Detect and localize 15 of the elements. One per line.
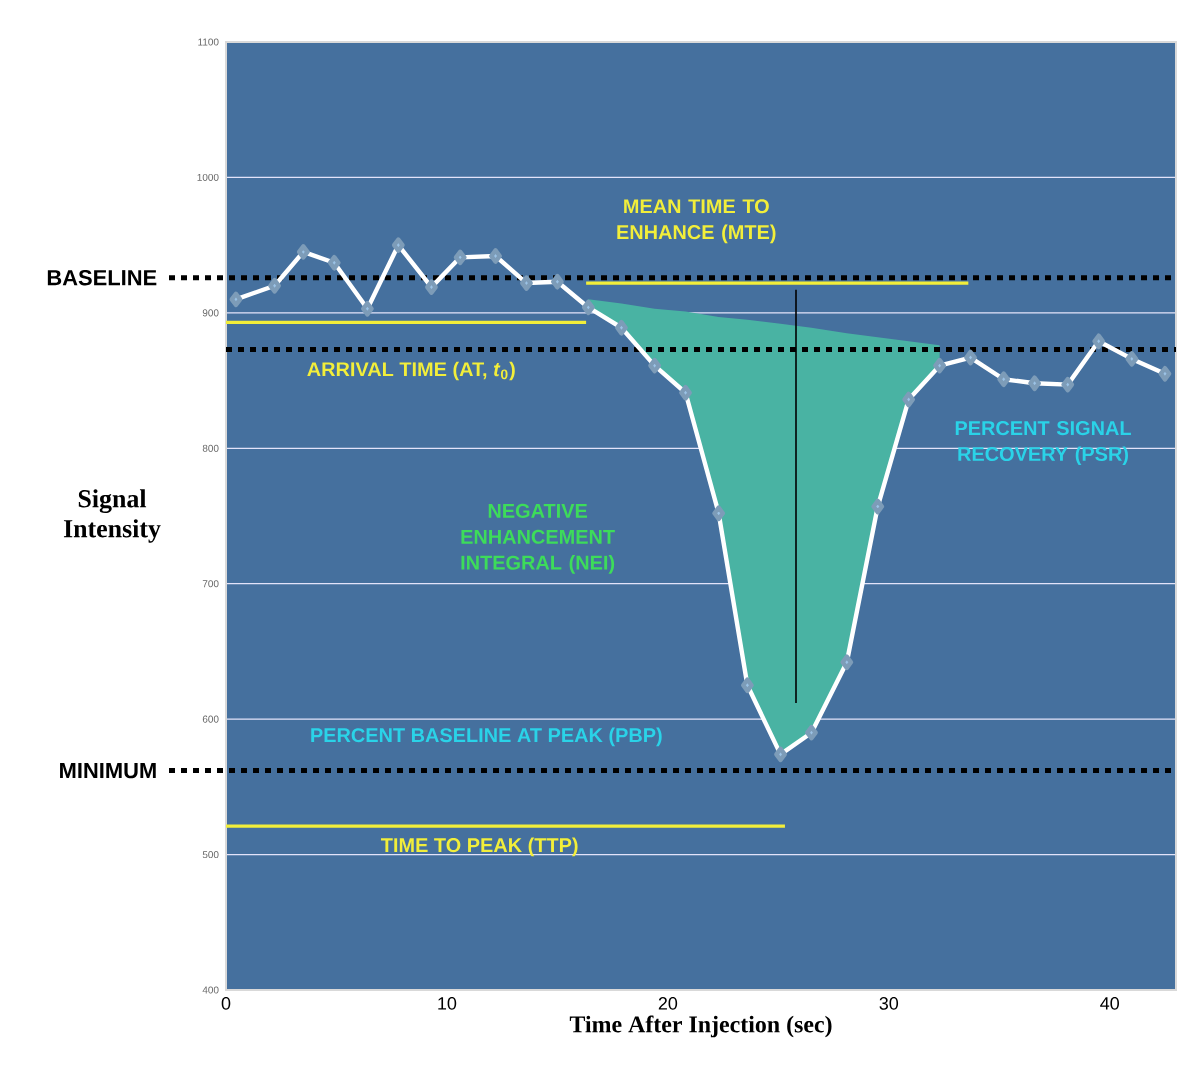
annotation: TIME TO PEAK (TTP) [380,837,578,857]
x-tick-label: 30 [879,997,899,1010]
annotation: PERCENT SIGNAL RECOVERY (PSR) [955,421,1131,465]
x-tick-label: 40 [1100,997,1119,1010]
ref-line-label: MINIMUM [60,762,156,779]
x-tick-label: 0 [221,997,231,1010]
x-tick-label: 20 [658,997,678,1010]
annotation: ARRIVAL TIME (AT, t$_{0}$) [307,361,515,381]
y-axis-title: Signal Intensity [63,489,161,543]
x-tick-label: 10 [438,997,457,1010]
annotation: MEAN TIME TO ENHANCE (MTE) [617,199,776,244]
annotation: PERCENT BASELINE AT PEAK (PBP) [311,727,662,747]
annotation: NEGATIVE ENHANCEMENT INTEGRAL (NEI) [461,503,615,574]
x-axis-title: Time After Injection (sec) [569,1015,832,1038]
ref-line-label: BASELINE [47,269,157,286]
